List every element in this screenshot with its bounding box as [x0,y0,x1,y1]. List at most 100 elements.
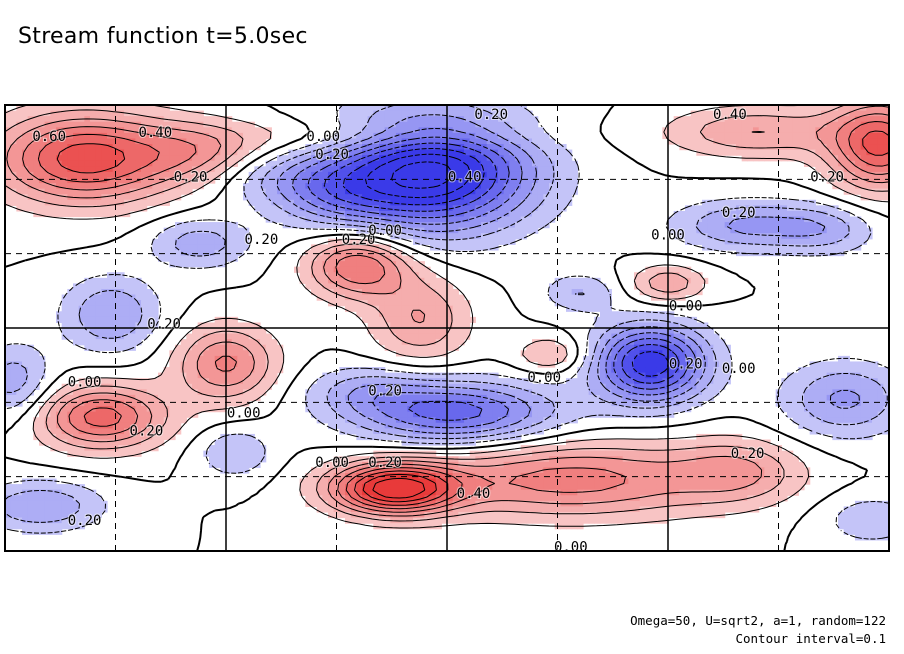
contour-fill-cell [781,394,788,402]
contour-fill-cell [396,400,403,407]
contour-fill-cell [486,233,493,240]
contour-fill-cell [345,411,352,418]
contour-fill-cell [594,411,601,418]
contour-fill-cell [679,394,686,402]
contour-fill-cell [515,222,522,229]
contour-fill-cell [396,188,403,195]
contour-fill-cell [452,233,459,240]
contour-fill-cell [362,116,369,123]
contour-fill-cell [503,222,510,229]
contour-fill-cell [826,105,833,112]
contour-fill-cell [702,333,709,340]
contour-fill-cell [690,328,697,335]
contour-fill-cell [707,233,714,240]
contour-fill-cell [231,121,238,128]
contour-fill-cell [356,266,363,273]
contour-fill-cell [84,183,91,190]
contour-fill-cell [350,183,357,190]
contour-fill-cell [384,283,391,290]
contour-fill-cell [758,132,765,140]
contour-fill-cell [322,288,329,296]
contour-fill-cell [260,194,267,201]
contour-fill-cell [146,144,153,151]
contour-fill-cell [560,355,567,363]
contour-fill-cell [124,417,131,424]
contour-fill-cell [10,400,17,407]
contour-fill-cell [758,105,765,112]
contour-fill-cell [781,121,788,128]
contour-fill-cell [271,160,278,167]
contour-fill-cell [413,383,420,390]
contour-fill-cell [260,355,267,363]
contour-fill-cell [56,160,63,167]
contour-fill-cell [566,183,573,190]
contour-fill-cell [498,205,505,212]
contour-fill-cell [135,116,142,123]
contour-fill-cell [583,406,590,413]
contour-fill-cell [135,411,142,418]
contour-fill-cell [430,277,437,284]
contour-fill-cell [730,132,737,140]
contour-fill-cell [492,144,499,151]
contour-fill-cell [571,166,578,173]
contour-fill-cell [367,300,374,307]
contour-fill-cell [401,394,408,402]
contour-fill-cell [685,238,692,245]
contour-fill-cell [237,344,244,351]
contour-fill-cell [27,372,34,379]
contour-fill-cell [639,355,646,363]
contour-fill-cell [872,138,879,145]
contour-fill-cell [815,138,822,145]
contour-fill-cell [27,121,34,128]
contour-fill-cell [668,322,675,329]
contour-fill-cell [180,188,187,195]
contour-fill-cell [418,411,425,418]
contour-fill-cell [316,283,323,290]
contour-fill-cell [328,411,335,418]
contour-fill-cell [350,116,357,123]
contour-fill-cell [617,394,624,402]
contour-fill-cell [367,394,374,402]
contour-fill-cell [33,132,40,140]
contour-fill-cell [158,171,165,179]
contour-fill-cell [413,205,420,212]
contour-fill-cell [526,205,533,212]
contour-fill-cell [458,328,465,335]
contour-fill-cell [832,144,839,151]
contour-fill-cell [67,328,74,335]
contour-fill-cell [741,216,748,223]
contour-fill-cell [231,238,238,245]
contour-fill-cell [203,394,210,402]
contour-fill-cell [515,127,522,134]
contour-fill-cell [384,171,391,179]
contour-fill-cell [135,389,142,396]
contour-fill-cell [305,261,312,268]
contour-fill-cell [384,372,391,379]
contour-fill-cell [424,339,431,346]
contour-fill-cell [203,127,210,134]
contour-fill-cell [430,372,437,379]
contour-fill-cell [118,311,125,318]
contour-fill-cell [509,394,516,402]
contour-fill-cell [594,378,601,385]
contour-fill-cell [271,367,278,374]
contour-fill-cell [129,194,136,201]
contour-fill-cell [90,333,97,340]
contour-fill-cell [384,300,391,307]
contour-fill-cell [685,389,692,396]
contour-fill-cell [498,394,505,402]
contour-fill-cell [883,105,889,112]
contour-fill-cell [209,333,216,340]
contour-fill-cell [84,210,91,218]
contour-fill-cell [702,144,709,151]
contour-fill-cell [526,411,533,418]
contour-fill-cell [39,138,46,145]
contour-fill-cell [815,149,822,156]
contour-fill-cell [441,244,448,251]
contour-fill-cell [396,160,403,167]
contour-fill-cell [95,305,102,312]
contour-fill-cell [50,411,57,418]
contour-fill-cell [707,355,714,363]
contour-fill-cell [73,127,80,134]
contour-fill-cell [532,222,539,229]
